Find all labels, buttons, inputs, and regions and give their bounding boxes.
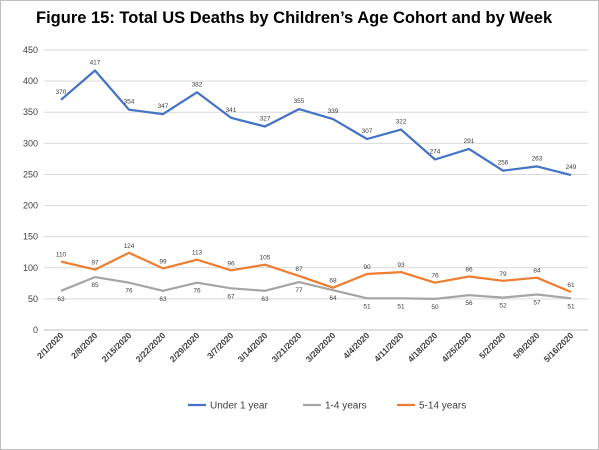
- series-line: [60, 251, 572, 294]
- x-tick-label: 2/8/2020: [69, 330, 100, 361]
- data-label: 51: [567, 303, 575, 310]
- series-lines: [60, 69, 572, 300]
- data-label: 347: [158, 103, 169, 110]
- data-label: 339: [328, 108, 339, 115]
- x-tick-label: 3/14/2020: [236, 330, 270, 364]
- data-label: 64: [329, 295, 337, 302]
- data-label: 63: [261, 296, 269, 303]
- data-label: 355: [294, 98, 305, 105]
- data-label: 322: [396, 119, 407, 126]
- data-label: 417: [90, 60, 101, 67]
- x-tick-label: 3/21/2020: [270, 330, 304, 364]
- x-tick-label: 4/4/2020: [341, 330, 372, 361]
- data-label: 291: [464, 138, 475, 145]
- data-label: 256: [498, 160, 509, 167]
- x-tick-label: 2/22/2020: [134, 330, 168, 364]
- y-tick-label: 200: [23, 201, 38, 211]
- data-label: 113: [192, 250, 203, 257]
- data-label: 51: [397, 303, 405, 310]
- data-label: 76: [125, 288, 133, 295]
- x-tick-label: 5/2/2020: [477, 330, 508, 361]
- legend: Under 1 year 1-4 years 5-14 years: [188, 401, 466, 412]
- data-label: 63: [57, 296, 65, 303]
- data-label: 87: [295, 266, 303, 273]
- data-label: 90: [363, 264, 371, 271]
- data-label: 263: [532, 155, 543, 162]
- data-label: 110: [56, 252, 67, 259]
- x-tick-label: 3/28/2020: [304, 330, 338, 364]
- x-tick-label: 4/18/2020: [406, 330, 440, 364]
- data-label: 52: [499, 303, 507, 310]
- data-label: 51: [363, 303, 371, 310]
- y-axis-ticks: 0 50 100 150 200 250 300 350 400 450: [23, 45, 38, 335]
- data-label: 77: [295, 287, 303, 294]
- data-label: 97: [91, 260, 99, 267]
- y-tick-label: 350: [23, 107, 38, 117]
- y-tick-label: 450: [23, 45, 38, 55]
- data-label: 76: [193, 288, 201, 295]
- data-label: 382: [192, 81, 203, 88]
- data-label: 99: [159, 258, 167, 265]
- data-label: 84: [533, 268, 541, 275]
- y-tick-label: 400: [23, 76, 38, 86]
- data-label: 274: [430, 149, 441, 156]
- data-label: 85: [91, 282, 99, 289]
- y-tick-label: 50: [28, 294, 38, 304]
- legend-label: Under 1 year: [210, 401, 268, 412]
- series-line: [60, 276, 572, 300]
- data-label: 56: [465, 300, 473, 307]
- data-label: 68: [329, 278, 337, 285]
- data-label: 79: [499, 271, 507, 278]
- x-tick-label: 2/29/2020: [168, 330, 202, 364]
- data-label: 105: [260, 255, 271, 262]
- series-line: [60, 69, 572, 177]
- legend-label: 5-14 years: [419, 401, 466, 412]
- x-tick-label: 5/16/2020: [542, 330, 576, 364]
- y-tick-label: 300: [23, 138, 38, 148]
- data-label: 86: [465, 266, 473, 273]
- y-tick-label: 100: [23, 263, 38, 273]
- y-tick-label: 250: [23, 169, 38, 179]
- data-label: 93: [397, 262, 405, 269]
- data-label: 354: [124, 99, 135, 106]
- y-tick-label: 0: [33, 325, 38, 335]
- data-label: 124: [124, 243, 135, 250]
- data-labels: 370 417 354 347 382 341 327 355 339 307 322 274 291 2…: [56, 60, 577, 311]
- data-label: 327: [260, 116, 271, 123]
- data-label: 61: [567, 282, 575, 289]
- data-label: 370: [56, 89, 67, 96]
- gridlines: [44, 49, 588, 331]
- data-label: 96: [227, 260, 235, 267]
- legend-label: 1-4 years: [325, 401, 367, 412]
- x-tick-label: 2/15/2020: [100, 330, 134, 364]
- x-axis-ticks: 2/1/2020 2/8/2020 2/15/2020 2/22/2020 2/29/2…: [35, 330, 576, 364]
- data-label: 57: [533, 300, 541, 307]
- x-tick-label: 2/1/2020: [35, 330, 66, 361]
- x-tick-label: 5/9/2020: [511, 330, 542, 361]
- data-label: 249: [566, 164, 577, 171]
- data-label: 50: [431, 304, 439, 311]
- data-label: 341: [226, 107, 237, 114]
- x-tick-label: 3/7/2020: [205, 330, 236, 361]
- x-tick-label: 4/25/2020: [440, 330, 474, 364]
- chart-title: Figure 15: Total US Deaths by Children’s…: [36, 9, 553, 27]
- x-tick-label: 4/11/2020: [372, 330, 406, 364]
- data-label: 76: [431, 273, 439, 280]
- data-label: 67: [227, 293, 235, 300]
- data-label: 63: [159, 296, 167, 303]
- data-label: 307: [362, 128, 373, 135]
- y-tick-label: 150: [23, 232, 38, 242]
